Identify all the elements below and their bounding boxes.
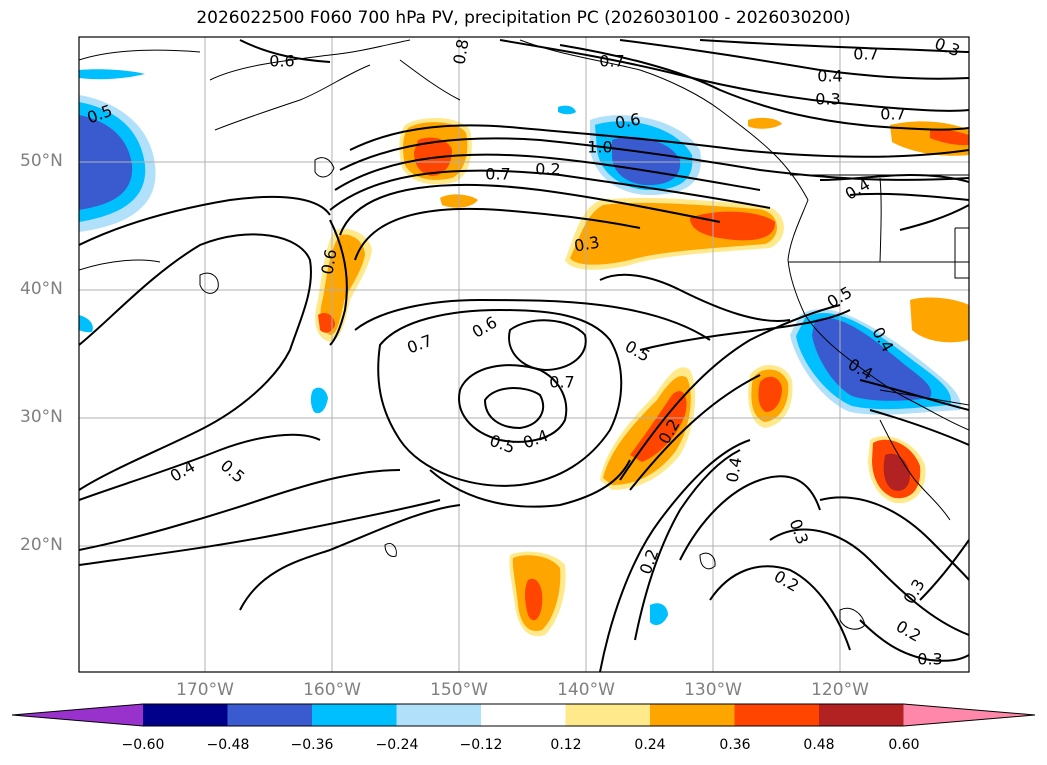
svg-text:0.7: 0.7 [549,373,574,392]
svg-text:0.3: 0.3 [900,576,929,608]
contour-label: 0.7 [549,373,574,392]
svg-text:1.0: 1.0 [587,138,612,157]
colorbar-bin [227,704,313,726]
colorbar-tick: −0.12 [459,737,503,753]
svg-text:0.3: 0.3 [573,232,601,255]
contour-label: 0.6 [469,313,501,342]
graticule [79,37,969,672]
colorbar-bin [565,704,651,726]
svg-text:0.2: 0.2 [893,617,925,646]
colorbar-extend-min [12,704,143,726]
colorbar-tick: 0.60 [888,737,920,753]
negative-anomaly-california [310,309,961,626]
colorbar-outline [11,703,1036,727]
colorbar-bin [734,704,820,726]
contour-label: 0.7 [853,45,878,64]
colorbar-tick: 0.36 [719,737,751,753]
svg-text:0.8: 0.8 [449,38,472,66]
lon-label-140w: 140°W [557,680,615,700]
colorbar-bin [143,704,228,726]
colorbar-bin [481,704,566,726]
contour-label: 0.6 [317,248,340,276]
colorbar-tick: −0.60 [121,737,165,753]
contour-label: 0.5 [487,431,517,458]
contour-label: 0.2 [771,567,803,596]
svg-text:0.6: 0.6 [469,313,501,342]
contour-label: 0.2 [535,160,560,179]
contour-label: 0.4 [817,67,842,86]
contour-label: 0.7 [404,331,434,358]
positive-anomaly-mid-pacific-band [565,197,784,270]
contour-label: 0.5 [217,456,249,487]
lon-label-170w: 170°W [176,680,234,700]
colorbar [11,703,1036,727]
contour-label: 0.2 [636,546,663,576]
svg-text:0.2: 0.2 [535,160,560,179]
contour-label: 0.3 [900,576,929,608]
contour-label: 1.0 [587,138,612,157]
svg-text:0.7: 0.7 [853,45,878,64]
colorbar-extend-max [903,704,1035,726]
contour-label: 0.3 [573,232,601,255]
svg-text:0.5: 0.5 [217,456,249,487]
colorbar-bin [819,704,904,726]
coastlines [199,39,969,630]
svg-text:0.5: 0.5 [622,337,654,366]
contour-label: 0.6 [614,109,642,132]
svg-text:0.6: 0.6 [269,52,294,71]
contour-label: 0.8 [449,38,472,66]
lat-label-40n: 40°N [20,279,63,299]
svg-text:0.7: 0.7 [880,105,905,124]
contour-label: 0.4 [520,426,550,453]
svg-text:0.4: 0.4 [722,456,745,484]
contour-label: 0.3 [786,516,813,546]
contour-label: 0.6 [269,52,294,71]
svg-text:0.6: 0.6 [317,248,340,276]
contour-label: 0.7 [599,52,624,71]
contour-label: 0.3 [917,650,942,669]
contour-label: 0.3 [815,90,840,109]
colorbar-tick: −0.48 [206,737,250,753]
precipitation-pc-shading [79,69,969,637]
contour-label: 0.4 [722,456,745,484]
positive-anomaly-gulf-of-alaska [399,118,478,208]
colorbar-bin [312,704,397,726]
svg-text:0.2: 0.2 [771,567,803,596]
svg-text:0.7: 0.7 [485,165,510,184]
contour-label: 0.7 [485,165,510,184]
lon-label-150w: 150°W [430,680,488,700]
lon-label-160w: 160°W [303,680,361,700]
contour-label: 0.5 [622,337,654,366]
pv-contours [79,39,969,672]
plot-frame [78,36,970,673]
svg-text:0.3: 0.3 [815,90,840,109]
svg-text:0.6: 0.6 [614,109,642,132]
colorbar-tick: −0.36 [290,737,334,753]
contour-label: 0.2 [893,617,925,646]
lat-label-30n: 30°N [20,407,63,427]
svg-text:0.7: 0.7 [599,52,624,71]
colorbar-tick: 0.24 [634,737,666,753]
pv-contours-thin [79,49,461,271]
lat-label-50n: 50°N [20,151,63,171]
svg-text:0.4: 0.4 [817,67,842,86]
colorbar-tick: −0.24 [375,737,419,753]
positive-anomaly-subtropical-band [509,121,969,637]
colorbar-bin [650,704,735,726]
map-title: 2026022500 F060 700 hPa PV, precipitatio… [196,8,851,28]
lon-label-130w: 130°W [684,680,742,700]
contour-label: 0.7 [880,105,905,124]
colorbar-bin [396,704,482,726]
lon-label-120w: 120°W [811,680,869,700]
colorbar-tick: 0.12 [550,737,582,753]
svg-text:0.3: 0.3 [917,650,942,669]
lat-label-20n: 20°N [20,535,63,555]
colorbar-tick: 0.48 [803,737,835,753]
